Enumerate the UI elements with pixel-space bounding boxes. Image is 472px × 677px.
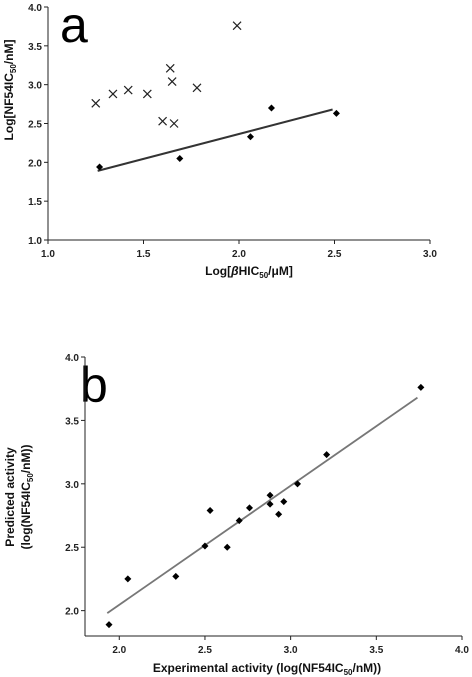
panel-a-diamond-point bbox=[332, 109, 340, 117]
panel-a-diamond-point bbox=[267, 104, 275, 112]
panel-a-y-tick-label: 1.5 bbox=[28, 197, 42, 208]
panel-a-y-tick-label: 3.5 bbox=[28, 42, 42, 53]
panel-a-cross-point bbox=[167, 77, 177, 86]
panel-a-x-label: Log[βHIC50/μM] bbox=[205, 264, 293, 280]
panel-b-marks bbox=[105, 383, 425, 629]
panel-b-diamond-point bbox=[172, 572, 180, 580]
panel-b-y-label-line2: (log(NF54IC50/nM)) bbox=[19, 445, 35, 550]
panel-b-diamond-point bbox=[223, 543, 231, 551]
panel-a-cross-point bbox=[192, 83, 202, 93]
panel-b-diamond-point bbox=[293, 480, 301, 488]
panel-a-y-tick-label: 2.5 bbox=[28, 120, 42, 131]
panel-b-y-tick-label: 4.0 bbox=[65, 353, 79, 364]
panel-b-label: b bbox=[80, 357, 108, 413]
panel-a-x-tick-label: 2.0 bbox=[232, 249, 246, 260]
panel-b-diamond-point bbox=[206, 506, 214, 514]
panel-b-y-tick-label: 2.0 bbox=[65, 607, 79, 618]
panel-b-y-tick-label: 2.5 bbox=[65, 543, 79, 554]
panel-a-cross-point bbox=[142, 89, 152, 99]
panel-a-y-tick-label: 4.0 bbox=[28, 3, 42, 14]
panel-b-diamond-point bbox=[266, 491, 274, 499]
panel-b-ticks: 2.0 2.5 3.0 3.5 4.0 2.0 2.5 3.0 3.5 4.0 bbox=[65, 353, 469, 656]
panel-b-x-tick-label: 3.0 bbox=[284, 645, 298, 656]
panel-a-cross-point bbox=[232, 21, 242, 31]
panel-b-diamond-point bbox=[323, 451, 331, 459]
panel-b-x-tick-label: 2.0 bbox=[112, 645, 126, 656]
panel-b-y-label-line1: Predicted activity bbox=[3, 447, 17, 547]
panel-a-y-label: Log[NF54IC50/nM] bbox=[2, 40, 18, 141]
panel-a-y-tick-label: 3.0 bbox=[28, 81, 42, 92]
panel-b-diamond-point bbox=[105, 621, 113, 629]
panel-a: a 1.0 1.5 2.0 2.5 3.0 1.0 1.5 2.0 2.5 3.0 3.5 4.0 L… bbox=[2, 0, 437, 280]
panel-a-diamond-point bbox=[176, 154, 184, 162]
panel-b-diamond-point bbox=[275, 510, 283, 518]
panel-b-y-tick-label: 3.5 bbox=[65, 416, 79, 427]
panel-a-marks bbox=[91, 21, 340, 172]
panel-b-x-tick-label: 4.0 bbox=[455, 645, 469, 656]
panel-b-diamond-point bbox=[235, 517, 243, 525]
panel-b: b 2.0 2.5 3.0 3.5 4.0 2.0 2.5 3.0 3.5 4.0 Experim… bbox=[3, 353, 469, 677]
panel-b-y-label: Predicted activity (log(NF54IC50/nM)) bbox=[3, 445, 35, 550]
panel-a-y-tick-label: 2.0 bbox=[28, 158, 42, 169]
panel-a-y-tick-label: 1.0 bbox=[28, 236, 42, 247]
panel-b-diamond-point bbox=[246, 504, 254, 512]
panel-b-diamond-point bbox=[201, 542, 209, 550]
panel-a-x-tick-label: 2.5 bbox=[328, 249, 342, 260]
panel-a-cross-point bbox=[123, 85, 133, 95]
panel-b-y-tick-label: 3.0 bbox=[65, 480, 79, 491]
panel-a-x-tick-label: 3.0 bbox=[423, 249, 437, 260]
panel-a-cross-point bbox=[108, 89, 118, 99]
panel-a-trendline bbox=[97, 108, 333, 172]
panel-a-cross-point bbox=[169, 119, 179, 128]
panel-b-x-tick-label: 3.5 bbox=[369, 645, 383, 656]
panel-b-diamond-point bbox=[280, 498, 288, 506]
panel-b-diamond-point bbox=[266, 500, 274, 508]
panel-a-diamond-point bbox=[246, 133, 254, 141]
panel-b-diamond-point bbox=[124, 575, 132, 583]
panel-a-cross-point bbox=[91, 98, 101, 108]
panel-b-trendline bbox=[106, 396, 418, 614]
panel-a-x-tick-label: 1.5 bbox=[137, 249, 151, 260]
panel-a-x-tick-label: 1.0 bbox=[41, 249, 55, 260]
panel-a-cross-point bbox=[158, 116, 168, 126]
panel-a-diamond-point bbox=[96, 163, 104, 171]
panel-a-ticks: 1.0 1.5 2.0 2.5 3.0 1.0 1.5 2.0 2.5 3.0 3.5 4.0 bbox=[28, 3, 437, 260]
panel-a-label: a bbox=[60, 0, 88, 53]
panel-a-cross-point bbox=[165, 63, 175, 73]
panel-b-diamond-point bbox=[417, 383, 425, 391]
panel-b-x-label: Experimental activity (log(NF54IC50/nM)) bbox=[153, 661, 381, 677]
panel-b-x-tick-label: 2.5 bbox=[198, 645, 212, 656]
